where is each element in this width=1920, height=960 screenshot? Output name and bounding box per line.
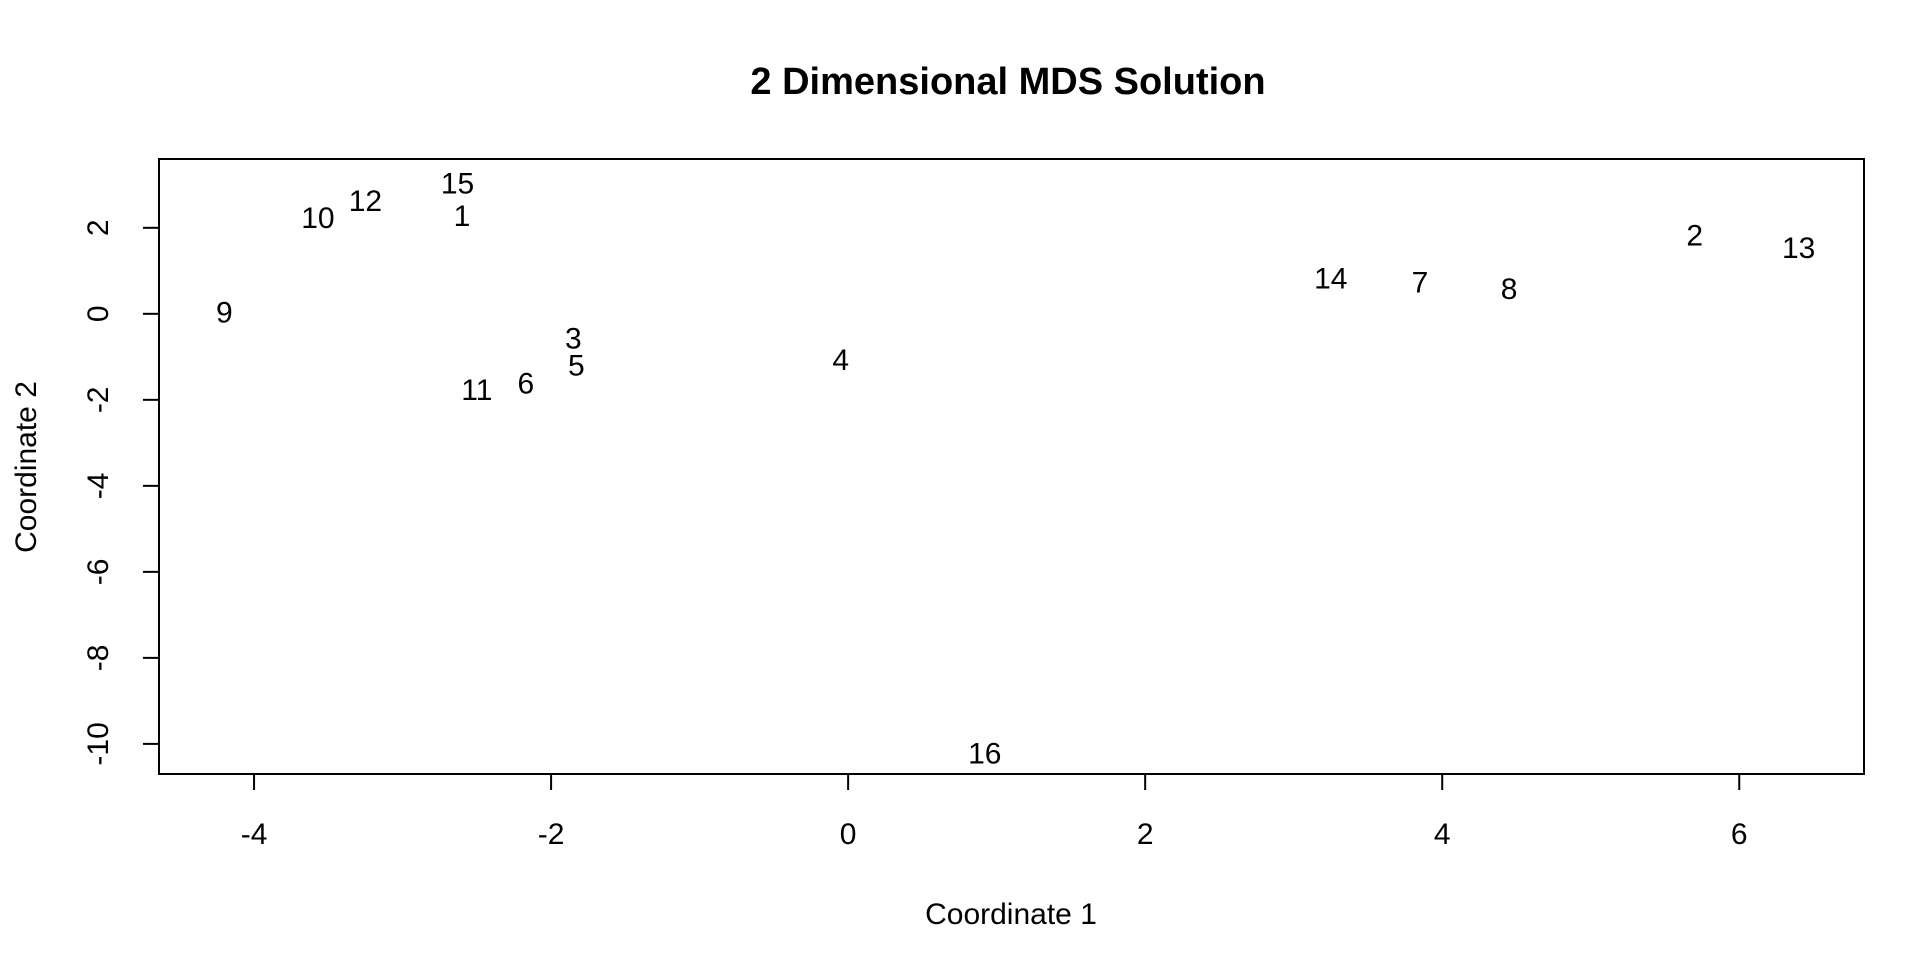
plot-frame [158,158,1865,775]
point-label-5: 5 [568,350,585,383]
x-tick-label: -4 [241,818,268,851]
x-tick-label: -2 [538,818,565,851]
point-label-2: 2 [1686,219,1703,252]
x-tick-label: 4 [1434,818,1451,851]
y-tick-label: -4 [82,473,115,500]
point-label-7: 7 [1412,267,1429,300]
point-label-8: 8 [1501,273,1518,306]
y-tick-label: -6 [82,559,115,586]
y-tick-label: -10 [82,722,115,765]
x-axis-title: Coordinate 1 [925,898,1097,931]
point-label-10: 10 [301,202,334,235]
point-label-12: 12 [349,185,382,218]
y-tick-label: -8 [82,645,115,672]
y-tick-label: -2 [82,386,115,413]
y-tick-label: 0 [82,305,115,322]
y-tick-label: 2 [82,219,115,236]
point-label-3: 3 [565,322,582,355]
x-tick-label: 2 [1137,818,1154,851]
point-label-15: 15 [441,168,474,201]
point-label-11: 11 [461,374,492,407]
y-axis-title: Coordinate 2 [10,381,43,553]
point-label-4: 4 [832,344,849,377]
chart-title: 2 Dimensional MDS Solution [750,61,1265,103]
point-label-1: 1 [454,200,471,233]
y-axis: -10 -8 -6 -4 -2 0 2 [82,219,159,766]
point-label-9: 9 [216,297,233,330]
point-label-13: 13 [1782,232,1815,265]
x-axis: -4 -2 0 2 4 6 [241,774,1748,851]
point-label-14: 14 [1314,262,1347,295]
x-tick-label: 6 [1731,818,1748,851]
point-label-16: 16 [968,737,1001,770]
x-tick-label: 0 [840,818,857,851]
point-label-6: 6 [517,368,534,401]
